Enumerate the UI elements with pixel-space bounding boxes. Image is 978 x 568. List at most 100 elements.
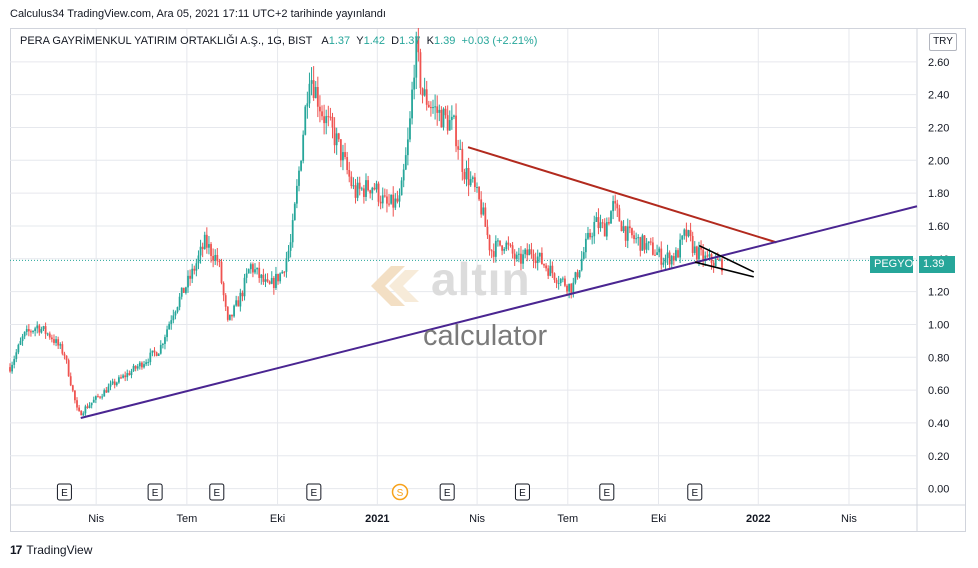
earnings-event-marker	[147, 483, 163, 501]
y-tick-label: 2.40	[928, 90, 949, 102]
candle-body	[258, 267, 261, 278]
candle-body	[136, 366, 139, 369]
candle-body	[427, 104, 430, 107]
candle-body	[53, 339, 55, 343]
candle-body	[331, 116, 334, 128]
low-label: D	[391, 35, 400, 47]
y-tick-label: 1.20	[928, 287, 949, 299]
earnings-event-label: E	[152, 488, 159, 499]
candle-body	[92, 399, 95, 403]
candle-body	[212, 255, 215, 261]
candle-body	[482, 207, 485, 215]
candle-body	[561, 278, 564, 280]
candle-body	[358, 182, 361, 189]
candle-body	[400, 180, 403, 196]
candle-body	[463, 171, 466, 180]
candle-body	[310, 80, 313, 84]
candle-body	[448, 120, 451, 131]
candle-body	[99, 396, 101, 398]
candle-body	[216, 254, 219, 262]
ticker-tag: PEGYO	[870, 256, 913, 273]
candle-body	[492, 251, 495, 257]
candle-body	[367, 180, 369, 191]
candle-body	[639, 237, 642, 251]
trendline-resistance	[467, 146, 777, 244]
candle-body	[499, 240, 501, 246]
candle-body	[138, 362, 141, 367]
symbol-name: PERA GAYRİMENKUL YATIRIM ORTAKLIĞI A.Ş.,…	[20, 35, 313, 47]
chart-frame[interactable]	[10, 28, 966, 532]
candle-body	[237, 300, 240, 307]
candle-body	[695, 246, 698, 260]
high-value: 1.42	[363, 35, 386, 47]
candle-body	[497, 240, 499, 242]
y-axis[interactable]: 2.602.402.202.001.801.601.401.201.000.80…	[928, 57, 949, 496]
candle-body	[398, 195, 401, 202]
candle-body	[312, 80, 315, 98]
candle-body	[574, 272, 577, 283]
candle-body	[643, 235, 646, 250]
candle-body	[36, 325, 39, 329]
candle-body	[658, 248, 661, 253]
candle-body	[84, 406, 87, 414]
candle-body	[386, 196, 388, 204]
candle-body	[693, 246, 696, 253]
close-label: K	[426, 35, 434, 47]
candle-body	[107, 386, 110, 393]
candle-body	[329, 116, 332, 118]
candle-body	[185, 287, 187, 293]
y-tick-label: 0.40	[928, 418, 949, 430]
candle-body	[222, 282, 225, 296]
candle-body	[442, 108, 445, 128]
candle-body	[122, 375, 124, 378]
candle-body	[545, 265, 547, 269]
candle-body	[620, 221, 623, 232]
currency-selector[interactable]: TRY	[929, 33, 957, 51]
candle-body	[243, 277, 246, 297]
candle-body	[536, 256, 539, 264]
candle-body	[572, 282, 575, 294]
candle-body	[576, 272, 579, 278]
earnings-event-label: E	[213, 488, 220, 499]
candle-body	[285, 258, 288, 272]
candle-body	[591, 236, 594, 238]
candle-body	[522, 254, 524, 264]
candle-body	[664, 257, 667, 263]
x-axis[interactable]: Nis Tem Eki 2021 Nis Tem Eki 2022 Nis	[88, 513, 857, 525]
candle-body	[32, 330, 34, 333]
candle-body	[476, 187, 478, 189]
candle-body	[256, 267, 259, 270]
candle-body	[618, 208, 621, 222]
candle-body	[203, 234, 206, 250]
y-tick-label: 1.60	[928, 221, 949, 233]
candle-body	[484, 207, 487, 227]
trendlines[interactable]	[80, 146, 918, 419]
candle-body	[656, 252, 658, 255]
y-tick-label: 2.00	[928, 155, 949, 167]
candle-body	[555, 279, 558, 284]
candle-body	[11, 364, 13, 372]
candle-body	[631, 228, 633, 236]
candle-body	[15, 352, 18, 360]
candle-body	[168, 323, 171, 330]
candle-body	[517, 253, 520, 255]
candle-body	[511, 245, 514, 254]
candle-body	[74, 390, 76, 401]
candle-body	[149, 352, 152, 363]
candle-body	[298, 170, 300, 186]
candle-body	[691, 236, 694, 253]
candle-body	[103, 390, 106, 397]
candle-body	[406, 139, 409, 156]
footer-logo[interactable]: 17 TradingView	[10, 543, 92, 557]
candle-body	[490, 250, 493, 252]
high-label: Y	[356, 35, 364, 47]
candle-body	[685, 229, 688, 237]
candle-body	[325, 116, 328, 124]
candle-body	[526, 249, 529, 256]
candle-body	[589, 232, 591, 238]
candle-body	[371, 187, 374, 194]
candle-body	[419, 52, 422, 89]
candle-body	[356, 182, 359, 198]
